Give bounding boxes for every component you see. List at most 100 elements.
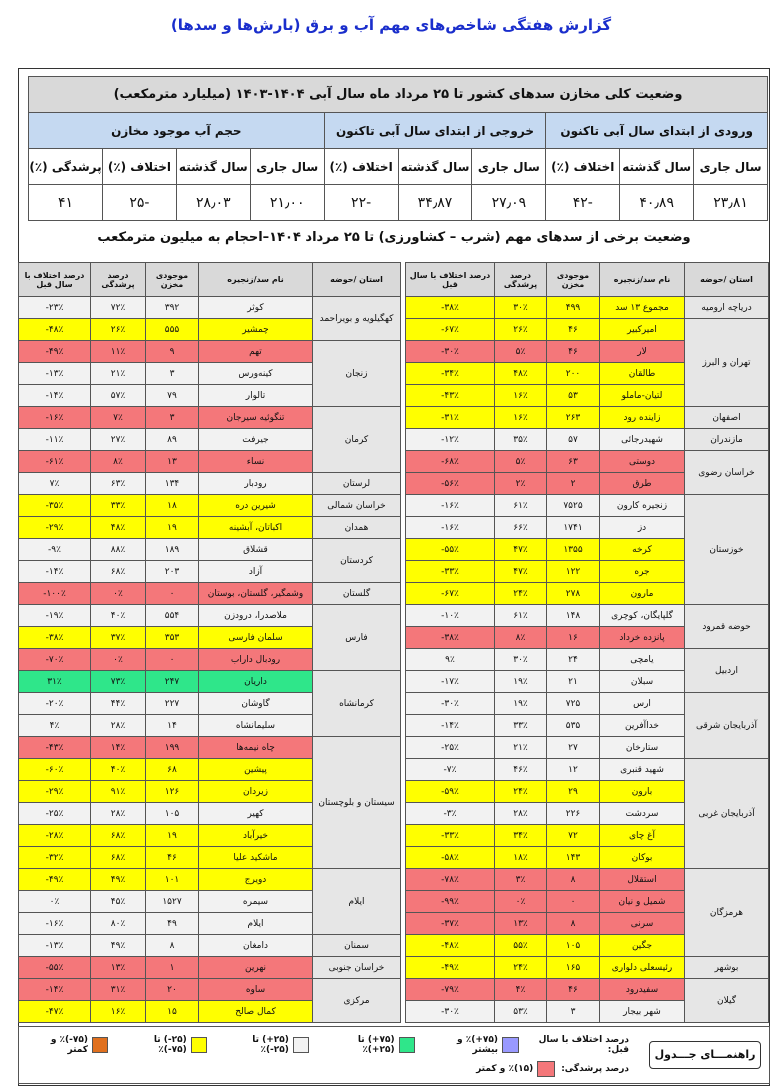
storage: ۱۴۸ [546, 604, 600, 627]
storage: ۰ [145, 582, 199, 605]
province: بوشهر [684, 956, 769, 979]
dam-name: گاوشان [198, 692, 313, 715]
change-percent: -۵۵٪ [405, 538, 495, 561]
column-header: استان /حوضه [312, 262, 401, 297]
storage: ۳ [145, 406, 199, 429]
storage: ۴۶ [546, 978, 600, 1001]
change-percent: -۲۳٪ [18, 296, 91, 319]
dam-name: دویرج [198, 868, 313, 891]
storage: ۲۰۳ [145, 560, 199, 583]
summary-value: ۴۰٫۸۹ [619, 184, 695, 221]
dam-row: نساء ۱۳ ۸٪ -۶۱٪ [18, 450, 401, 473]
dam-row: خراسان شمالی شیرین دره ۱۸ ۳۳٪ -۳۵٪ [18, 494, 401, 517]
dam-name: پیشین [198, 758, 313, 781]
province: گیلان [684, 978, 769, 1023]
storage: ۲۷ [546, 736, 600, 759]
dam-row: همدان اکباتان، آبشینه ۱۹ ۴۸٪ -۲۹٪ [18, 516, 401, 539]
legend-item: (۱۵)٪ و کمتر [476, 1061, 556, 1077]
column-header: درصد اختلاف با سال قبل [405, 262, 495, 297]
change-percent: -۱۴٪ [18, 384, 91, 407]
dam-row: ستارخان ۲۷ ۲۱٪ -۲۵٪ [405, 736, 769, 759]
fill-percent: ۱۶٪ [494, 384, 547, 407]
dam-name: سبلان [599, 670, 685, 693]
storage: ۷۲ [546, 824, 600, 847]
fill-percent: ۴۹٪ [90, 868, 146, 891]
dam-row: کمال صالح ۱۵ ۱۶٪ -۴۷٪ [18, 1000, 401, 1023]
summary-value: ۲۷٫۰۹ [471, 184, 547, 221]
dam-name: دوستی [599, 450, 685, 473]
change-percent: -۴۳٪ [405, 384, 495, 407]
storage: ۳ [145, 362, 199, 385]
summary-column: سال جاری [693, 148, 768, 185]
legend-fill-row: درصد پرشدگی: (۱۵)٪ و کمتر [462, 1061, 629, 1077]
column-header: نام سد/زنجیره [599, 262, 685, 297]
province: کرمانشاه [312, 670, 401, 737]
legend-swatch [537, 1061, 556, 1077]
storage: ۱۵۲۷ [145, 890, 199, 913]
dam-name: پانزده خرداد [599, 626, 685, 649]
page-title: گزارش هفتگی شاخص‌های مهم آب و برق (بارش‌… [170, 16, 612, 34]
storage: ۱۴۳ [546, 846, 600, 869]
dam-name: تالوار [198, 384, 313, 407]
change-percent: -۱۲٪ [405, 428, 495, 451]
change-percent: -۱۶٪ [405, 516, 495, 539]
change-percent: -۷۸٪ [405, 868, 495, 891]
dam-row: خداآفرین ۵۳۵ ۳۳٪ -۱۴٪ [405, 714, 769, 737]
fill-percent: ۷٪ [90, 406, 146, 429]
dam-name: لار [599, 340, 685, 363]
dam-row: آذربایجان شرقی ارس ۷۲۵ ۱۹٪ -۳۰٪ [405, 692, 769, 759]
legend-item: (۷۵+)٪ و بیشتر [435, 1035, 519, 1055]
legend-change-row: درصد اختلاف با سال قبل: (۷۵+)٪ و بیشتر (۷… [19, 1035, 629, 1055]
legend-swatch [292, 1037, 310, 1053]
dam-name: کینه‌ورس [198, 362, 313, 385]
fill-percent: ۵۷٪ [90, 384, 146, 407]
fill-percent: ۳۳٪ [494, 714, 547, 737]
storage: ۱۳۴ [145, 472, 199, 495]
summary-column: پرشدگی (٪) [28, 148, 103, 185]
dam-name: سفیدرود [599, 978, 685, 1001]
change-percent: -۶۱٪ [18, 450, 91, 473]
change-percent: -۱۰٪ [405, 604, 495, 627]
change-percent: -۶۰٪ [18, 758, 91, 781]
fill-percent: ۴۸٪ [494, 362, 547, 385]
change-percent: -۲۵٪ [18, 802, 91, 825]
fill-percent: ۴۸٪ [90, 516, 146, 539]
dam-name: قشلاق [198, 538, 313, 561]
fill-percent: ۳۴٪ [494, 824, 547, 847]
fill-percent: ۳۰٪ [494, 296, 547, 319]
storage: ۱۵ [145, 1000, 199, 1023]
fill-percent: ۲۴٪ [494, 956, 547, 979]
legend-swatch [92, 1037, 109, 1053]
storage: ۲۱ [546, 670, 600, 693]
province: مرکزی [312, 978, 401, 1023]
dam-row: کرمان تنگوئیه سیرجان ۳ ۷٪ -۱۶٪ [18, 406, 401, 473]
dam-row: بوکان ۱۴۳ ۱۸٪ -۵۸٪ [405, 846, 769, 869]
province: مازندران [684, 428, 769, 451]
change-percent: -۵۹٪ [405, 780, 495, 803]
change-percent: -۷۹٪ [405, 978, 495, 1001]
dam-row: طرق ۲ ۲٪ -۵۶٪ [405, 472, 769, 495]
fill-percent: ۲۱٪ [90, 362, 146, 385]
fill-percent: ۲۶٪ [90, 318, 146, 341]
change-percent: -۱۶٪ [18, 406, 91, 429]
storage: ۳۵۳ [145, 626, 199, 649]
change-percent: ۴٪ [18, 714, 91, 737]
dam-name: طالقان [599, 362, 685, 385]
dam-name: وشمگیر، گلستان، بوستان [198, 582, 313, 605]
storage: ۸ [546, 868, 600, 891]
fill-percent: ۲٪ [494, 472, 547, 495]
province: لرستان [312, 472, 401, 495]
dam-name: سلیمانشاه [198, 714, 313, 737]
dam-row: دریاچه ارومیه مجموع ۱۳ سد ۴۹۹ ۳۰٪ -۳۸٪ [405, 296, 769, 319]
storage: ۲۰۰ [546, 362, 600, 385]
province: خراسان شمالی [312, 494, 401, 517]
column-header: نام سد/زنجیره [198, 262, 313, 297]
fill-percent: ۷۳٪ [90, 670, 146, 693]
dam-row: زیردان ۱۲۶ ۹۱٪ -۲۹٪ [18, 780, 401, 803]
summary-value: -۲۲ [323, 184, 399, 221]
dam-row: هرمزگان استقلال ۸ ۳٪ -۷۸٪ [405, 868, 769, 957]
storage: ۷۵۲۵ [546, 494, 600, 517]
dam-name: یامچی [599, 648, 685, 671]
dam-name: رودبار [198, 472, 313, 495]
